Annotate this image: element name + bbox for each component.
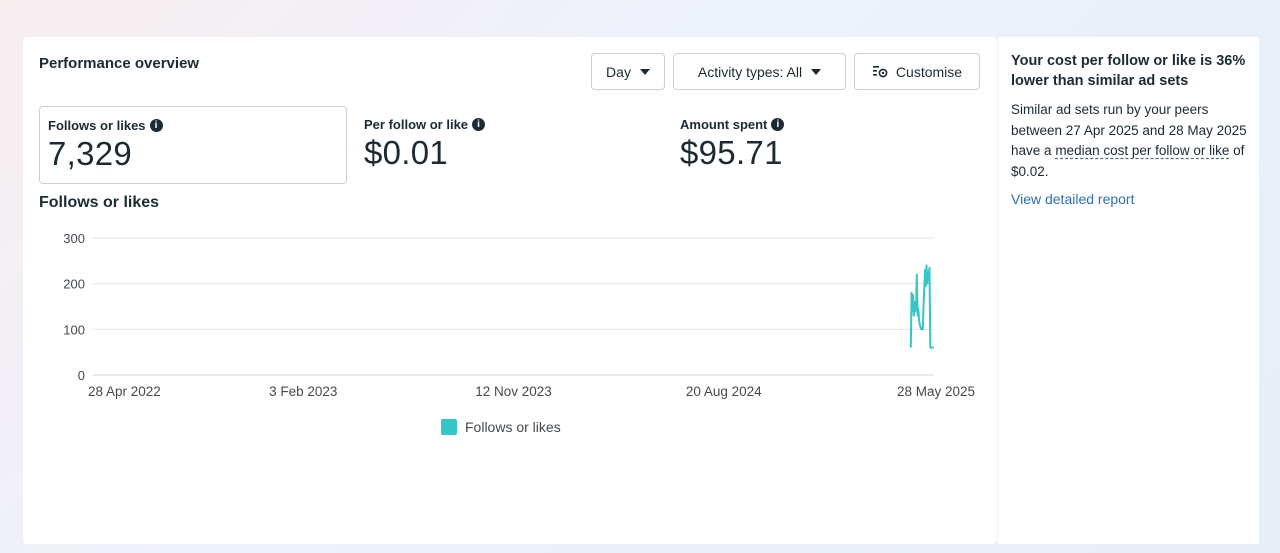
x-tick-label: 20 Aug 2024 [686, 384, 762, 399]
customise-button[interactable]: Customise [854, 53, 980, 90]
y-tick-label: 200 [63, 277, 85, 292]
metric-per-follow-or-like[interactable]: Per follow or like i $0.01 [356, 106, 664, 184]
x-tick-label: 12 Nov 2023 [475, 384, 552, 399]
y-tick-label: 300 [63, 231, 85, 246]
y-tick-label: 0 [78, 368, 85, 383]
metric-label-wrapper: Amount spent i [680, 117, 973, 132]
metric-label: Per follow or like [364, 117, 469, 132]
metric-label-wrapper: Follows or likes i [48, 118, 338, 133]
day-dropdown-label: Day [606, 63, 631, 80]
caret-down-icon [639, 68, 650, 75]
insight-side-panel: Your cost per follow or like is 36% lowe… [997, 37, 1259, 544]
customise-label: Customise [895, 63, 963, 80]
metric-follows-or-likes[interactable]: Follows or likes i 7,329 [39, 106, 347, 184]
metric-label: Amount spent [680, 117, 768, 132]
info-icon[interactable]: i [472, 118, 486, 131]
metric-value: $95.71 [680, 134, 783, 171]
caret-down-icon [811, 68, 822, 75]
legend-swatch [441, 419, 457, 435]
insight-body: Similar ad sets run by your peers betwee… [1011, 100, 1247, 182]
customise-columns-icon [872, 65, 888, 77]
activity-types-dropdown[interactable]: Activity types: All [673, 53, 846, 90]
x-tick-label: 3 Feb 2023 [269, 384, 337, 399]
day-dropdown[interactable]: Day [591, 53, 665, 90]
chart-legend[interactable]: Follows or likes [441, 419, 561, 435]
page-title: Performance overview [39, 55, 200, 72]
metric-label-wrapper: Per follow or like i [364, 117, 656, 132]
insight-body-suffix: of $0.02. [1011, 143, 1245, 179]
info-icon[interactable]: i [771, 118, 785, 131]
view-detailed-report-link[interactable]: View detailed report [1011, 191, 1135, 207]
chart-title: Follows or likes [39, 194, 160, 211]
x-tick-label: 28 May 2025 [897, 384, 975, 399]
legend-label: Follows or likes [465, 419, 561, 435]
metric-value: 7,329 [48, 135, 133, 172]
x-tick-label: 28 Apr 2022 [88, 384, 161, 399]
y-tick-label: 100 [63, 322, 85, 337]
follows-line-chart: 0 100 200 300 28 Apr 2022 3 Feb 2023 12 Nov 20… [63, 231, 975, 399]
series-line [909, 264, 935, 349]
metric-amount-spent[interactable]: Amount spent i $95.71 [673, 106, 981, 184]
insight-body-prefix: Similar ad sets run by your peers betwee… [1011, 102, 1247, 158]
info-icon[interactable]: i [149, 119, 163, 132]
insight-title: Your cost per follow or like is 36% lowe… [1011, 53, 1246, 89]
metric-label: Follows or likes [48, 118, 146, 133]
performance-overview-panel: Performance overview Day Activity types:… [23, 37, 997, 544]
metric-value: $0.01 [364, 134, 449, 171]
median-cost-term[interactable]: median cost per follow or like [1055, 143, 1230, 158]
activity-types-label: Activity types: All [697, 63, 803, 80]
